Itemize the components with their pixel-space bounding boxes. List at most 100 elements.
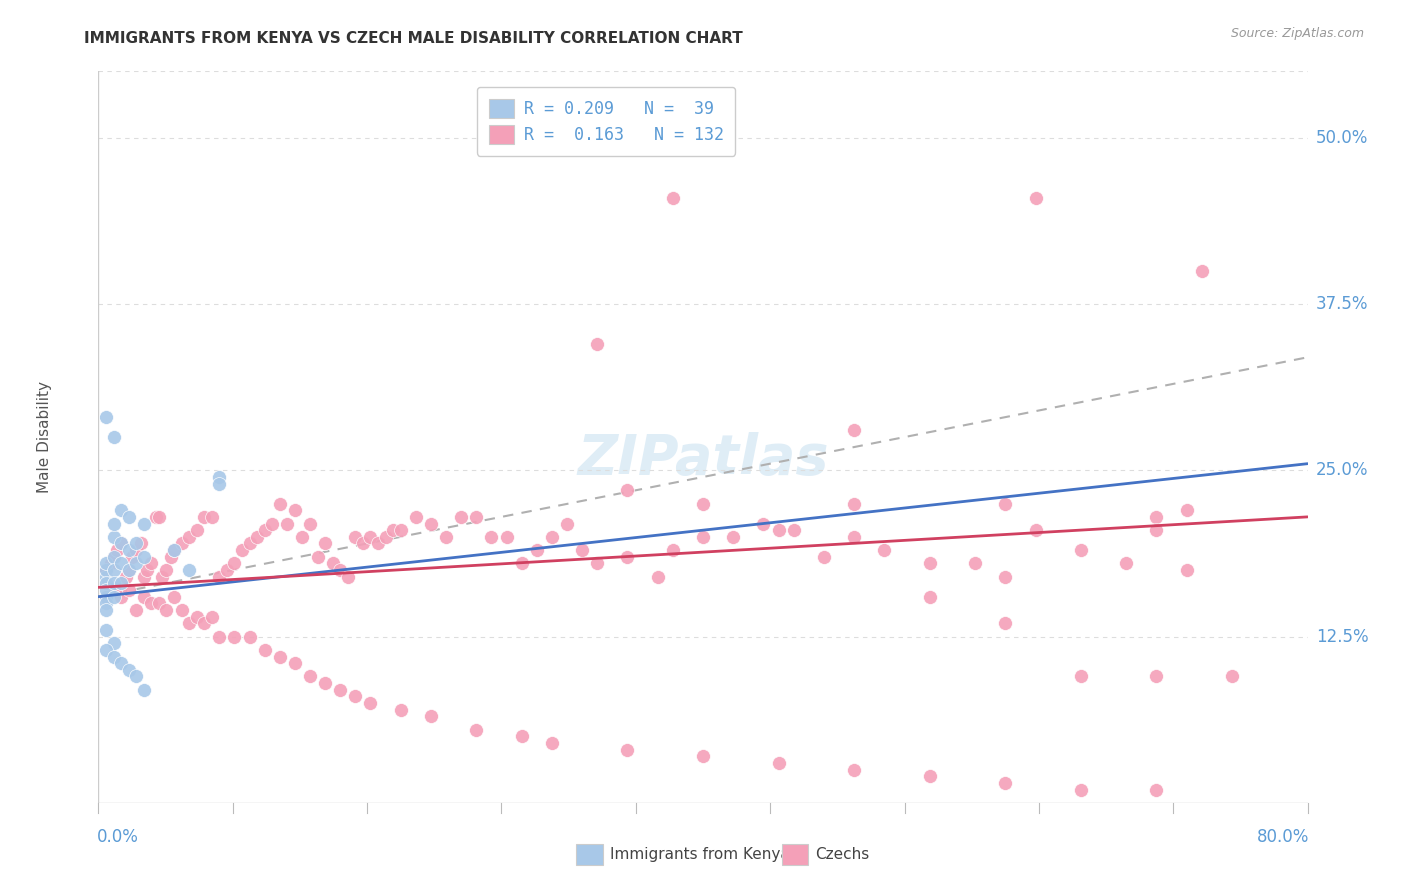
Point	[723, 530, 745, 544]
Point	[661, 191, 683, 205]
Point	[208, 570, 231, 584]
Point	[1191, 264, 1213, 278]
Point	[692, 749, 714, 764]
Point	[344, 690, 367, 704]
Point	[103, 563, 125, 577]
Point	[1144, 509, 1167, 524]
Point	[481, 530, 503, 544]
Point	[125, 669, 148, 683]
Point	[314, 676, 336, 690]
Point	[103, 576, 125, 591]
Point	[434, 530, 457, 544]
Point	[125, 603, 148, 617]
Point	[918, 769, 941, 783]
Point	[103, 516, 125, 531]
Point	[141, 596, 163, 610]
Point	[94, 563, 117, 577]
Point	[170, 603, 193, 617]
Point	[291, 530, 314, 544]
Point	[1070, 669, 1092, 683]
Point	[269, 497, 291, 511]
Point	[141, 557, 163, 571]
Point	[94, 643, 117, 657]
Text: 50.0%: 50.0%	[1316, 128, 1368, 147]
Point	[389, 703, 412, 717]
Point	[215, 563, 238, 577]
Point	[110, 557, 132, 571]
Point	[103, 649, 125, 664]
Point	[239, 630, 262, 644]
Point	[1220, 669, 1243, 683]
Point	[1175, 563, 1198, 577]
Text: Czechs: Czechs	[815, 847, 870, 862]
Point	[269, 649, 291, 664]
Point	[118, 509, 141, 524]
Point	[94, 410, 117, 425]
Point	[352, 536, 374, 550]
Point	[125, 543, 148, 558]
Point	[844, 424, 866, 438]
Text: ZIPatlas: ZIPatlas	[578, 432, 828, 486]
Text: Male Disability: Male Disability	[37, 381, 52, 493]
Point	[118, 563, 141, 577]
Point	[201, 509, 224, 524]
Point	[262, 516, 284, 531]
Point	[118, 563, 141, 577]
Point	[179, 563, 201, 577]
Point	[94, 582, 117, 597]
Point	[145, 509, 167, 524]
Point	[1144, 669, 1167, 683]
Text: 37.5%: 37.5%	[1316, 295, 1368, 313]
Point	[844, 497, 866, 511]
Point	[125, 557, 148, 571]
Point	[94, 623, 117, 637]
Point	[783, 523, 806, 537]
Text: Immigrants from Kenya: Immigrants from Kenya	[610, 847, 790, 862]
Point	[465, 723, 488, 737]
Point	[965, 557, 987, 571]
Point	[224, 630, 246, 644]
Point	[253, 523, 276, 537]
Point	[661, 543, 683, 558]
Point	[94, 570, 117, 584]
Point	[994, 776, 1017, 790]
Point	[1144, 782, 1167, 797]
Point	[450, 509, 472, 524]
Point	[360, 696, 382, 710]
Point	[132, 590, 155, 604]
Point	[299, 669, 322, 683]
Point	[586, 337, 609, 351]
Point	[114, 570, 136, 584]
Point	[231, 543, 253, 558]
Point	[374, 530, 396, 544]
Point	[540, 530, 562, 544]
Point	[844, 763, 866, 777]
Point	[647, 570, 669, 584]
Point	[994, 497, 1017, 511]
Point	[208, 630, 231, 644]
Point	[510, 729, 533, 743]
Point	[329, 682, 352, 697]
Point	[224, 557, 246, 571]
Text: Source: ZipAtlas.com: Source: ZipAtlas.com	[1230, 27, 1364, 40]
Bar	[782, 845, 808, 865]
Point	[129, 536, 152, 550]
Point	[571, 543, 593, 558]
Point	[94, 596, 117, 610]
Text: 12.5%: 12.5%	[1316, 628, 1368, 646]
Point	[201, 609, 224, 624]
Point	[994, 616, 1017, 631]
Point	[873, 543, 896, 558]
Text: 80.0%: 80.0%	[1257, 829, 1309, 847]
Point	[186, 523, 208, 537]
Point	[118, 543, 141, 558]
Point	[155, 563, 177, 577]
Point	[110, 590, 132, 604]
Point	[405, 509, 427, 524]
Point	[94, 563, 117, 577]
Point	[284, 503, 307, 517]
Point	[813, 549, 835, 564]
Point	[186, 609, 208, 624]
Point	[299, 516, 322, 531]
Point	[121, 549, 143, 564]
